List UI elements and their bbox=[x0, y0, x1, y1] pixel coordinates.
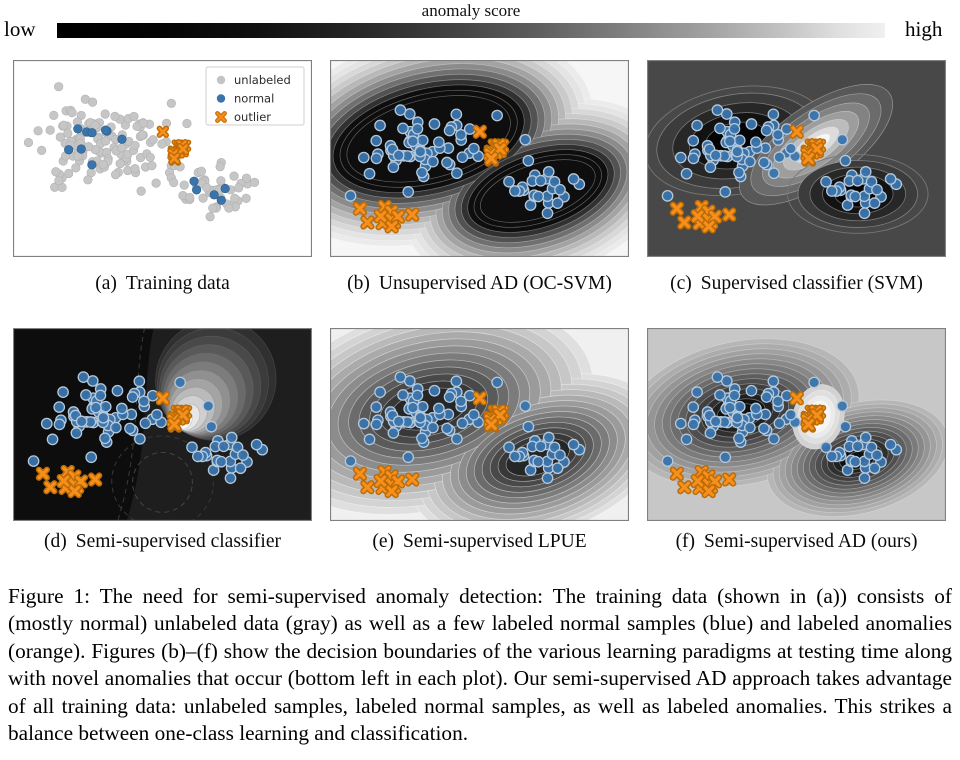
panel-d-caption: (d) Semi-supervised classifier bbox=[13, 531, 312, 553]
panel-a: unlabeled normal outlier (a) Training data bbox=[13, 60, 312, 295]
panel-f: (f) Semi-supervised AD (ours) bbox=[647, 328, 946, 553]
panel-e: (e) Semi-supervised LPUE bbox=[330, 328, 629, 553]
svg-text:outlier: outlier bbox=[234, 110, 271, 124]
svg-text:normal: normal bbox=[234, 92, 274, 106]
panel-b-caption-text: Unsupervised AD (OC-SVM) bbox=[378, 273, 612, 294]
panel-d-caption-text: Semi-supervised classifier bbox=[75, 531, 281, 552]
figure-caption: Figure 1: The need for semi-supervised a… bbox=[8, 584, 952, 746]
panel-b: (b) Unsupervised AD (OC-SVM) bbox=[330, 60, 629, 295]
panel-b-caption: (b) Unsupervised AD (OC-SVM) bbox=[330, 273, 629, 295]
panel-a-caption: (a) Training data bbox=[13, 273, 312, 295]
panel-a-plot: unlabeled normal outlier bbox=[13, 60, 312, 257]
panel-e-caption-text: Semi-supervised LPUE bbox=[403, 531, 587, 552]
panel-c: (c) Supervised classifier (SVM) bbox=[647, 60, 946, 295]
panel-e-caption: (e) Semi-supervised LPUE bbox=[330, 531, 629, 553]
anomaly-score-colorbar bbox=[57, 23, 885, 38]
panel-b-caption-label: (b) bbox=[347, 273, 370, 294]
panel-f-caption-label: (f) bbox=[675, 531, 696, 552]
panel-d-caption-label: (d) bbox=[44, 531, 67, 552]
panel-c-caption-label: (c) bbox=[670, 273, 692, 294]
colorbar-high-label: high bbox=[905, 17, 943, 41]
panel-c-caption-text: Supervised classifier (SVM) bbox=[700, 273, 923, 294]
panel-a-caption-label: (a) bbox=[95, 273, 117, 294]
svg-text:unlabeled: unlabeled bbox=[234, 73, 291, 87]
panel-f-plot bbox=[647, 328, 946, 521]
subplot-grid: unlabeled normal outlier (a) Training data … bbox=[0, 60, 960, 553]
colorbar-low-label: low bbox=[4, 17, 36, 41]
anomaly-score-header: anomaly score low high bbox=[0, 0, 960, 60]
panel-d-plot bbox=[13, 328, 312, 521]
panel-f-caption: (f) Semi-supervised AD (ours) bbox=[647, 531, 946, 553]
panel-a-caption-text: Training data bbox=[125, 273, 230, 294]
panel-c-caption: (c) Supervised classifier (SVM) bbox=[647, 273, 946, 295]
colorbar-title: anomaly score bbox=[421, 1, 521, 20]
panel-d: (d) Semi-supervised classifier bbox=[13, 328, 312, 553]
panel-b-plot bbox=[330, 60, 629, 257]
panel-c-plot bbox=[647, 60, 946, 257]
panel-f-caption-text: Semi-supervised AD (ours) bbox=[704, 531, 918, 552]
panel-e-caption-label: (e) bbox=[372, 531, 395, 552]
panel-e-plot bbox=[330, 328, 629, 521]
